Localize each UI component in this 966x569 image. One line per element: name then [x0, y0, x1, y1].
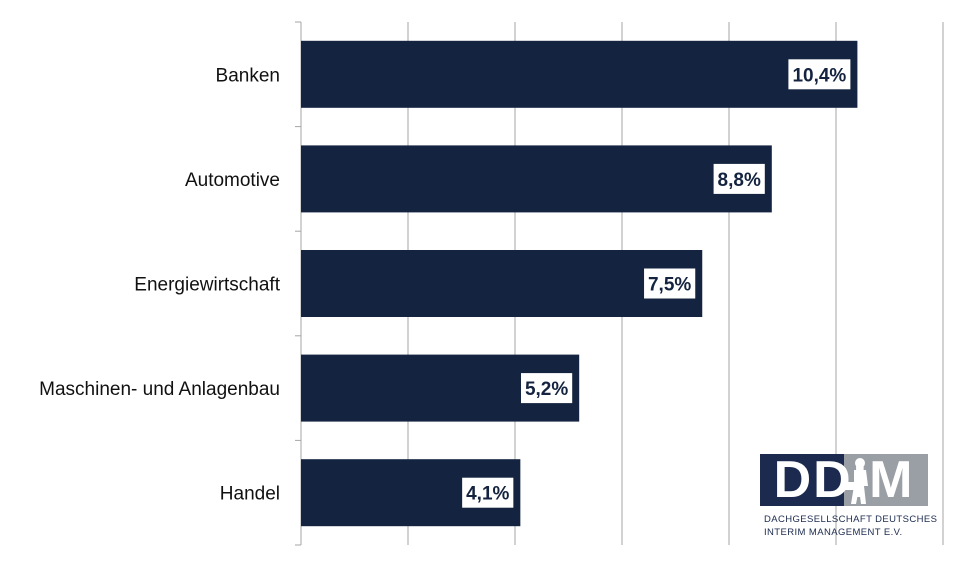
category-label: Energiewirtschaft	[134, 275, 280, 296]
data-label-box	[788, 59, 851, 90]
data-label: 8,8%	[718, 170, 761, 191]
category-label: Handel	[220, 484, 280, 505]
bar	[301, 40, 858, 108]
data-label-box	[521, 373, 573, 404]
logo-letters: DDIM	[773, 451, 915, 509]
data-label-box	[462, 477, 514, 508]
ddim-logo: DDIM DACHGESELLSCHAFT DEUTSCHES INTERIM …	[760, 451, 937, 540]
data-label-box	[644, 268, 696, 299]
data-label-box	[713, 163, 765, 194]
data-label: 4,1%	[466, 484, 509, 505]
category-label: Automotive	[185, 170, 280, 191]
category-label: Banken	[216, 65, 280, 86]
data-label: 5,2%	[525, 379, 568, 400]
walking-businessman-icon	[845, 458, 868, 504]
logo-text-line2: INTERIM MANAGEMENT E.V.	[764, 527, 903, 538]
bar	[301, 250, 703, 317]
logo-navy-block	[760, 454, 844, 506]
bar	[301, 145, 772, 213]
data-label: 7,5%	[648, 275, 691, 296]
category-label: Maschinen- und Anlagenbau	[39, 379, 280, 400]
data-label: 10,4%	[792, 65, 846, 86]
logo-text-line1: DACHGESELLSCHAFT DEUTSCHES	[764, 514, 938, 525]
